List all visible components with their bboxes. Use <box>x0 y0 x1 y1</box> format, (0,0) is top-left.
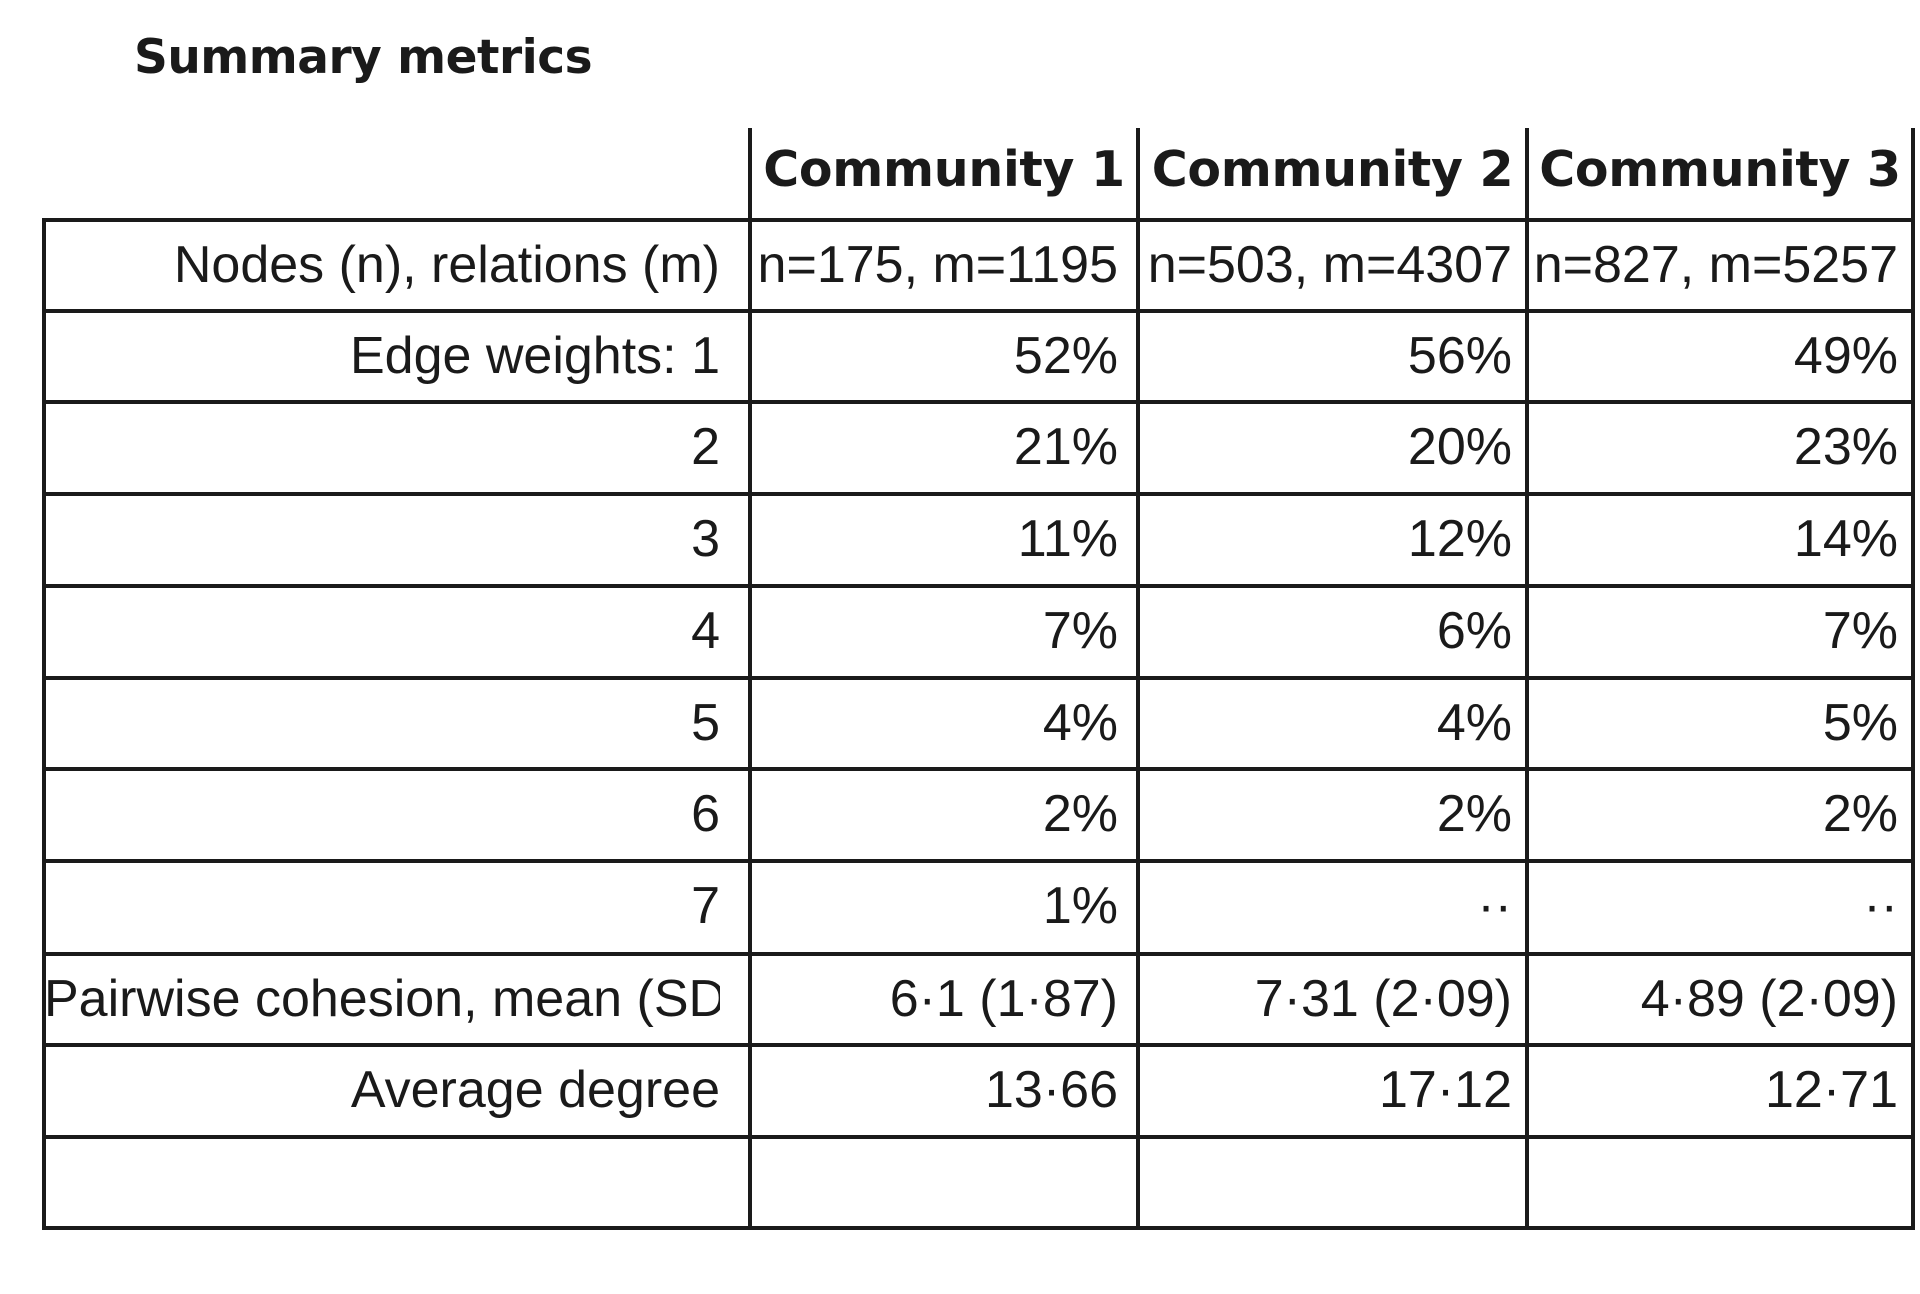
table-cell: 5% <box>1822 694 1898 752</box>
row-label-average-degree: Average degree <box>350 1061 720 1119</box>
table-cell: 4% <box>1042 694 1118 752</box>
table-cell: 52% <box>1013 327 1118 385</box>
row-line-3 <box>42 492 1915 496</box>
column-header-community-3: Community 3 <box>1539 141 1901 198</box>
table-cell: 7% <box>1822 602 1898 660</box>
table-cell: 11% <box>1017 510 1118 568</box>
table-cell: 2% <box>1042 785 1118 843</box>
table-cell <box>1531 1139 1898 1225</box>
row-line-4 <box>42 584 1915 588</box>
table-cell: 56% <box>1407 327 1512 385</box>
table-cell: 6% <box>1436 602 1512 660</box>
table-cell: 20% <box>1407 418 1512 476</box>
table-cell: ·· <box>1477 877 1512 935</box>
row-label-edge-weight-7: 7 <box>691 877 720 935</box>
row-line-7 <box>42 859 1915 863</box>
row-label-edge-weights-1: Edge weights: 1 <box>349 327 720 385</box>
row-label-edge-weight-5: 5 <box>691 694 720 752</box>
page-title: Summary metrics <box>134 30 593 85</box>
column-header-community-2: Community 2 <box>1151 141 1514 198</box>
table-cell <box>1142 1139 1512 1225</box>
table-border-left <box>42 218 46 1230</box>
table-cell: 2% <box>1436 785 1512 843</box>
table-cell: 23% <box>1793 418 1898 476</box>
table-cell: 21% <box>1013 418 1118 476</box>
table-cell: 2% <box>1822 785 1898 843</box>
row-label-nodes-relations: Nodes (n), relations (m) <box>173 236 720 294</box>
row-label-edge-weight-4: 4 <box>691 602 720 660</box>
row-line-2 <box>42 400 1915 404</box>
table-cell: 14% <box>1793 510 1898 568</box>
table-cell: 1% <box>1042 877 1118 935</box>
row-line-11 <box>42 1226 1915 1230</box>
table-cell: 4·89 (2·09) <box>1640 970 1898 1028</box>
table-cell: 7% <box>1042 602 1118 660</box>
row-label-edge-weight-3: 3 <box>691 510 720 568</box>
table-cell: n=827, m=5257 <box>1533 236 1898 294</box>
table-cell <box>756 1139 1118 1225</box>
row-label-edge-weight-2: 2 <box>691 418 720 476</box>
row-line-10 <box>42 1135 1915 1139</box>
row-line-8 <box>42 952 1915 956</box>
row-line-6 <box>42 767 1915 771</box>
table-cell: 12% <box>1407 510 1512 568</box>
table-cell: n=503, m=4307 <box>1147 236 1512 294</box>
row-line-9 <box>42 1043 1915 1047</box>
row-label-edge-weight-6: 6 <box>691 785 720 843</box>
column-header-community-1: Community 1 <box>763 141 1125 198</box>
table-cell: n=175, m=1195 <box>757 236 1118 294</box>
table-cell: 6·1 (1·87) <box>889 970 1118 1028</box>
row-line-1 <box>42 309 1915 313</box>
table-cell: ·· <box>1863 877 1898 935</box>
table-cell: 13·66 <box>985 1061 1118 1119</box>
table-cell: 49% <box>1793 327 1898 385</box>
row-label-empty <box>44 1139 720 1225</box>
table-cell: 7·31 (2·09) <box>1254 970 1512 1028</box>
table-cell: 17·12 <box>1379 1061 1512 1119</box>
row-line-5 <box>42 676 1915 680</box>
row-line-0 <box>42 218 1915 222</box>
table-cell: 4% <box>1436 694 1512 752</box>
table-cell: 12·71 <box>1765 1061 1898 1119</box>
row-label-pairwise-cohesion: Pairwise cohesion, mean (SD) <box>44 970 720 1028</box>
